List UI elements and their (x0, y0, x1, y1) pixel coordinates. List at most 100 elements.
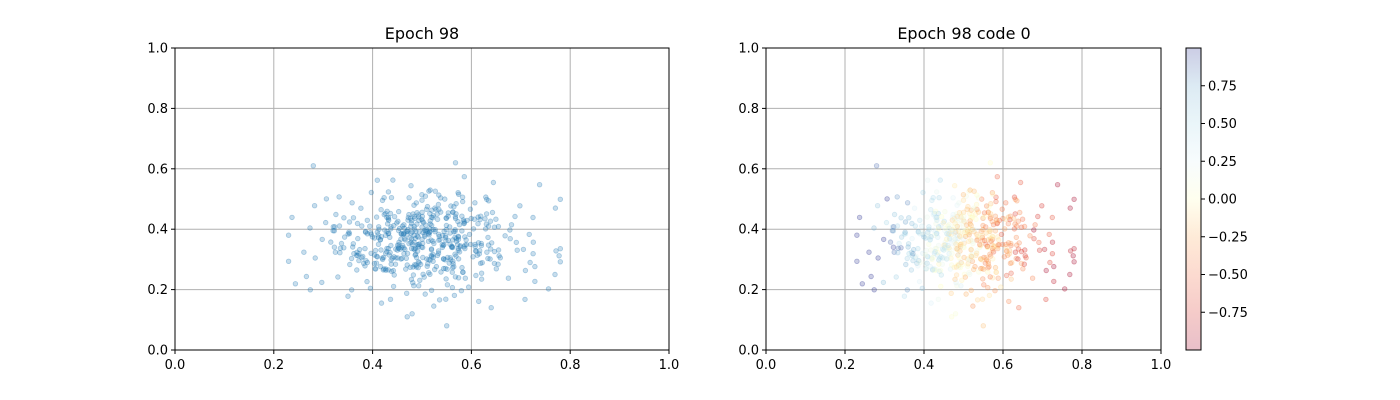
data-point (1008, 242, 1014, 249)
data-point (444, 323, 450, 329)
data-point (402, 235, 408, 242)
data-point (974, 250, 980, 256)
data-point (454, 241, 461, 248)
plot-frame (765, 47, 1162, 351)
data-point (368, 250, 374, 256)
data-point (410, 280, 416, 286)
data-point (935, 226, 942, 232)
data-point (530, 239, 536, 245)
data-point (919, 223, 925, 229)
data-point (974, 297, 981, 303)
data-point (372, 266, 378, 272)
x-tick-label: 0.6 (993, 358, 1014, 373)
data-point (404, 262, 410, 268)
data-point (473, 272, 479, 279)
data-point (361, 260, 367, 266)
data-point (483, 211, 490, 217)
data-point (957, 259, 964, 265)
data-point (422, 232, 428, 238)
data-point (905, 241, 912, 247)
data-point (450, 258, 456, 264)
data-point (927, 237, 933, 243)
data-point (958, 241, 964, 247)
data-point (354, 220, 361, 227)
data-point (406, 211, 412, 218)
data-point (992, 228, 999, 234)
data-point (998, 231, 1005, 238)
data-point (426, 188, 432, 194)
data-point (971, 188, 977, 194)
data-point (906, 250, 912, 257)
x-tick-label: 0.6 (461, 358, 482, 373)
data-point (946, 225, 952, 231)
data-point (408, 182, 414, 189)
data-point (1018, 260, 1025, 267)
data-point (367, 223, 373, 229)
data-point (403, 255, 409, 261)
data-point (409, 311, 415, 317)
data-point (972, 263, 978, 270)
data-point (979, 234, 985, 241)
data-point (357, 246, 363, 253)
data-point (928, 206, 934, 213)
data-point (989, 233, 996, 239)
data-point (437, 236, 443, 243)
data-point (426, 257, 432, 263)
data-point (953, 211, 959, 217)
data-point (1012, 196, 1018, 203)
data-point (987, 160, 993, 166)
data-point (388, 268, 395, 275)
data-point (491, 260, 498, 267)
data-point (1039, 203, 1045, 209)
data-point (397, 246, 403, 252)
data-point (1012, 211, 1018, 217)
data-point (1036, 239, 1042, 246)
data-point (944, 256, 950, 262)
data-point (362, 263, 368, 269)
data-point (995, 242, 1001, 248)
data-point (460, 269, 466, 275)
data-point (996, 217, 1003, 224)
data-point (373, 266, 379, 272)
data-point (965, 263, 971, 269)
data-point (428, 246, 435, 252)
data-point (388, 261, 394, 267)
data-point (909, 235, 915, 242)
data-point (889, 224, 896, 230)
data-point (931, 232, 938, 238)
data-point (432, 266, 438, 273)
data-point (428, 287, 435, 293)
data-point (447, 224, 453, 230)
data-point (376, 226, 382, 232)
data-point (1009, 260, 1015, 266)
data-point (1007, 213, 1014, 219)
data-point (502, 233, 508, 239)
data-point (925, 232, 932, 238)
data-point (347, 261, 353, 268)
data-point (401, 250, 407, 257)
data-point (416, 214, 422, 220)
data-point (387, 234, 393, 240)
data-point (953, 280, 959, 286)
data-point (418, 244, 425, 250)
data-point (952, 220, 958, 226)
data-point (881, 236, 887, 243)
data-point (346, 219, 353, 225)
data-point (415, 243, 422, 250)
data-point (378, 247, 384, 253)
data-point (1043, 296, 1049, 303)
data-point (488, 305, 494, 311)
data-point (957, 242, 963, 248)
data-point (394, 247, 401, 253)
data-point (422, 233, 428, 240)
data-point (956, 209, 963, 216)
data-point (346, 230, 353, 237)
data-point (903, 261, 909, 268)
data-point (371, 260, 378, 267)
data-point (374, 253, 380, 259)
data-point (983, 241, 989, 247)
data-point (552, 271, 558, 278)
data-point (395, 218, 401, 224)
data-point (957, 248, 963, 254)
data-point (427, 210, 433, 217)
